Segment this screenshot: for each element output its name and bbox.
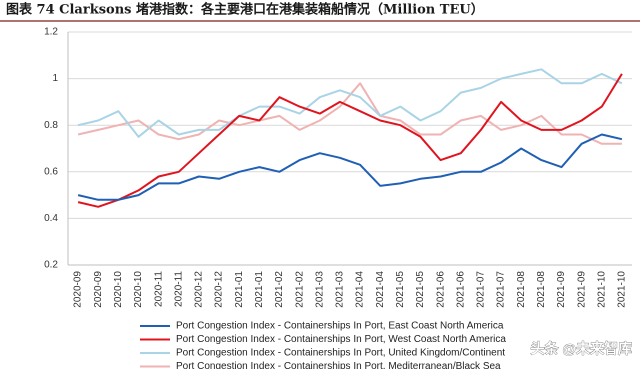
y-tick-label: 0.8 <box>44 120 58 131</box>
series-line <box>77 73 623 208</box>
x-tick-label: 2020-10 <box>133 271 144 308</box>
series-line <box>77 82 622 145</box>
y-tick-label: 0.4 <box>44 213 58 224</box>
x-tick-label: 2021-01 <box>254 271 265 308</box>
watermark: 头条 @未来智库 <box>530 341 632 357</box>
x-tick-label: 2021-05 <box>395 271 406 308</box>
x-tick-label: 2021-10 <box>617 271 628 308</box>
x-tick-label: 2020-10 <box>113 271 124 308</box>
x-tick-label: 2020-09 <box>73 271 84 308</box>
x-tick-label: 2021-10 <box>596 271 607 308</box>
x-tick-label: 2021-04 <box>355 271 366 308</box>
x-tick-label: 2020-11 <box>153 271 164 307</box>
y-tick-label: 1.2 <box>44 27 58 38</box>
legend-label: Port Congestion Index - Containerships I… <box>176 321 504 332</box>
legend-label: Port Congestion Index - Containerships I… <box>176 361 501 369</box>
x-tick-label: 2021-03 <box>335 271 346 308</box>
x-tick-label: 2021-02 <box>294 271 305 308</box>
x-tick-label: 2020-12 <box>194 271 205 308</box>
x-tick-label: 2021-06 <box>435 271 446 308</box>
x-tick-label: 2021-08 <box>536 271 547 308</box>
x-tick-label: 2021-02 <box>274 271 285 308</box>
y-tick-label: 0.2 <box>44 260 58 271</box>
x-tick-label: 2021-04 <box>375 271 386 308</box>
x-tick-label: 2020-12 <box>214 271 225 308</box>
x-tick-label: 2021-06 <box>455 271 466 308</box>
series-line <box>77 133 623 201</box>
x-tick-label: 2020-11 <box>173 271 184 307</box>
x-tick-label: 2021-01 <box>234 271 245 308</box>
series-line <box>77 68 623 138</box>
legend-label: Port Congestion Index - Containerships I… <box>176 334 506 345</box>
x-tick-label: 2020-09 <box>93 271 104 308</box>
x-tick-label: 2021-09 <box>576 271 587 308</box>
x-tick-label: 2021-05 <box>415 271 426 308</box>
y-tick-label: 0.6 <box>44 166 58 177</box>
x-tick-label: 2021-08 <box>516 271 527 308</box>
x-tick-label: 2021-07 <box>496 271 507 308</box>
legend-label: Port Congestion Index - Containerships I… <box>176 348 505 359</box>
y-tick-label: 1 <box>52 73 58 84</box>
x-tick-label: 2021-07 <box>476 271 487 308</box>
x-tick-label: 2021-09 <box>556 271 567 308</box>
x-tick-label: 2021-03 <box>314 271 325 308</box>
chart-title: 图表 74 Clarksons 堵港指数：各主要港口在港集装箱船情况（Milli… <box>6 2 484 18</box>
